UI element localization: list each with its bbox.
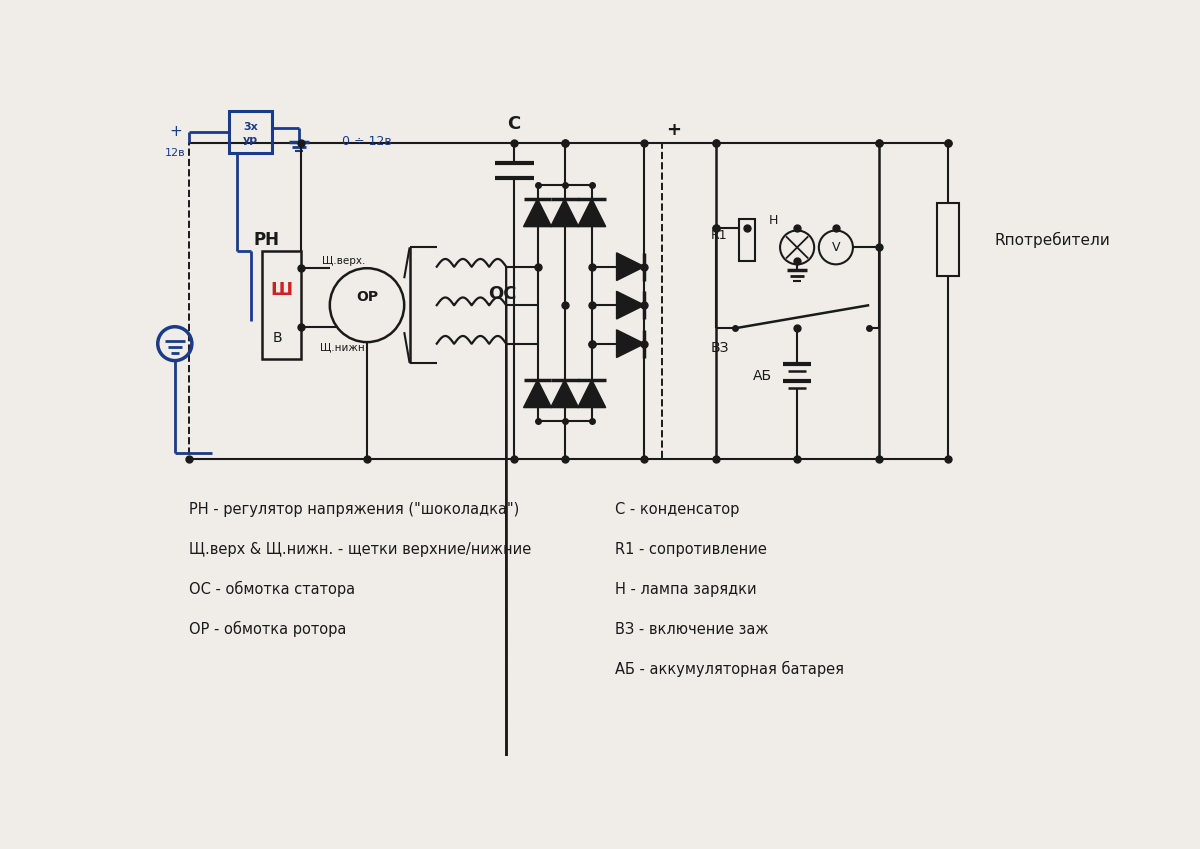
Polygon shape (523, 380, 552, 408)
Polygon shape (551, 380, 578, 408)
FancyBboxPatch shape (937, 203, 959, 276)
Text: ВЗ - включение заж: ВЗ - включение заж (616, 621, 768, 637)
Polygon shape (551, 199, 578, 227)
Polygon shape (617, 291, 644, 319)
Text: ОР - обмотка ротора: ОР - обмотка ротора (188, 621, 346, 638)
Text: R1 - сопротивление: R1 - сопротивление (616, 542, 767, 557)
Text: ОР: ОР (356, 290, 378, 305)
FancyBboxPatch shape (263, 251, 301, 359)
Circle shape (330, 268, 404, 342)
Text: ВЗ: ВЗ (710, 340, 728, 355)
FancyBboxPatch shape (739, 218, 755, 261)
Text: +: + (169, 125, 182, 139)
Text: 12в: 12в (166, 149, 186, 159)
Text: С - конденсатор: С - конденсатор (616, 502, 739, 517)
Text: Rпотребители: Rпотребители (995, 232, 1110, 248)
Text: Щ.нижн.: Щ.нижн. (319, 342, 368, 352)
Text: Щ.верх & Щ.нижн. - щетки верхние/нижние: Щ.верх & Щ.нижн. - щетки верхние/нижние (188, 542, 530, 557)
Text: 3х: 3х (244, 122, 258, 132)
Polygon shape (578, 380, 606, 408)
Text: Щ.верх.: Щ.верх. (322, 256, 366, 266)
Text: +: + (666, 121, 680, 139)
Text: ОС - обмотка статора: ОС - обмотка статора (188, 582, 355, 598)
Text: Ш: Ш (271, 281, 293, 299)
Text: V: V (832, 241, 840, 254)
Polygon shape (578, 199, 606, 227)
Text: ур: ур (244, 135, 258, 144)
Circle shape (818, 230, 853, 264)
Text: R1: R1 (710, 229, 727, 242)
Text: 0 ÷ 12в: 0 ÷ 12в (342, 136, 391, 149)
Text: Н - лампа зарядки: Н - лампа зарядки (616, 582, 757, 597)
Text: АБ - аккумуляторная батарея: АБ - аккумуляторная батарея (616, 661, 844, 678)
Text: В: В (274, 330, 283, 345)
Text: ОС: ОС (488, 284, 517, 302)
Text: РН - регулятор напряжения ("шоколадка"): РН - регулятор напряжения ("шоколадка") (188, 502, 520, 517)
Text: РН: РН (253, 231, 280, 249)
Text: С: С (508, 115, 521, 133)
Text: Н: Н (769, 214, 779, 227)
Polygon shape (617, 253, 644, 280)
Polygon shape (617, 329, 644, 357)
Polygon shape (523, 199, 552, 227)
Text: АБ: АБ (754, 369, 773, 383)
Circle shape (780, 230, 814, 264)
